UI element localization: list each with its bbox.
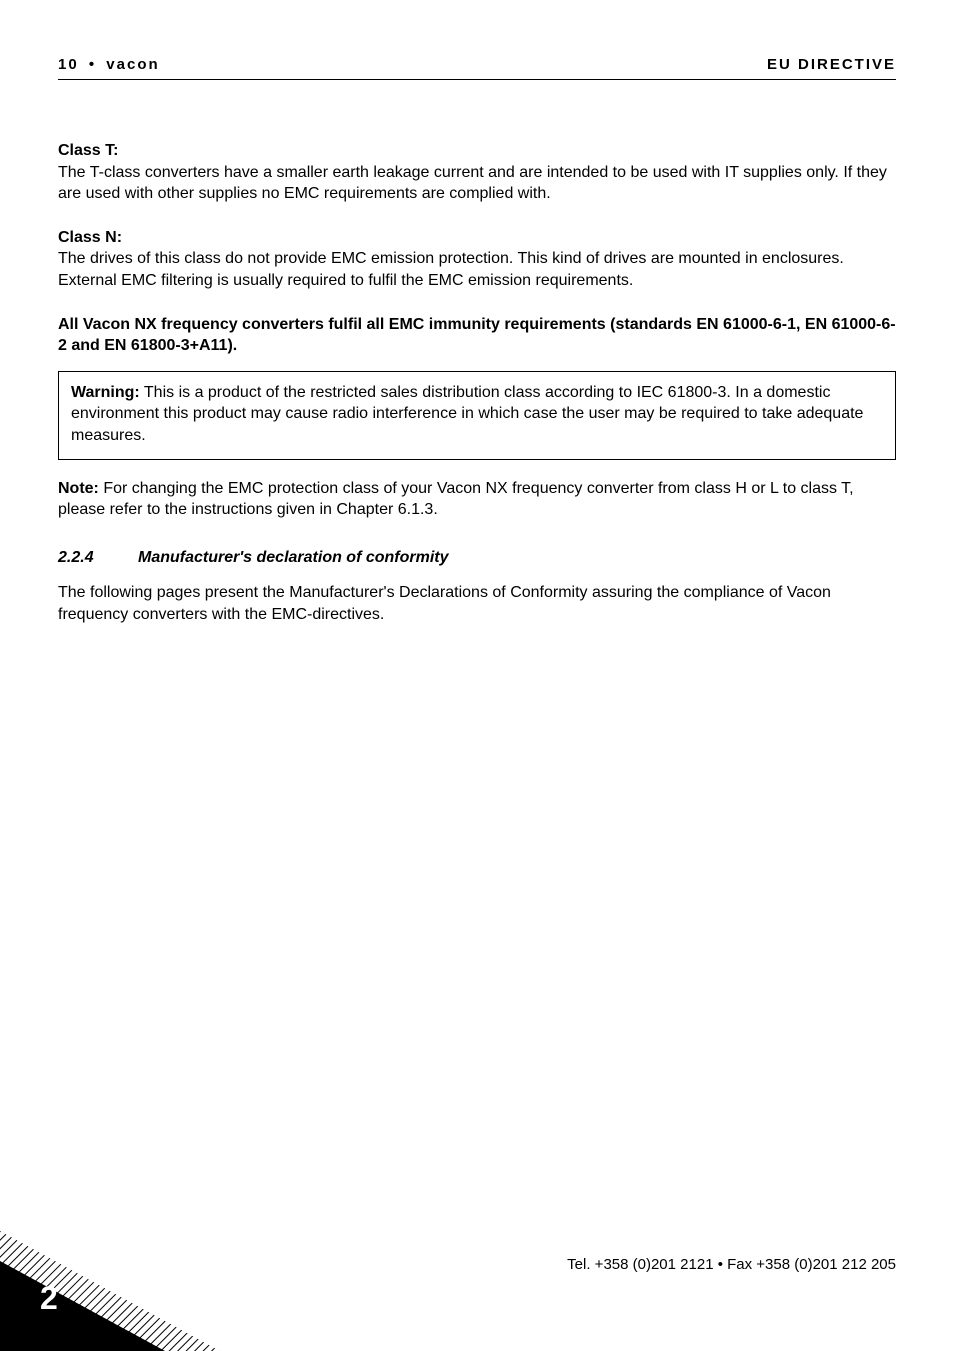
section-title: Manufacturer's declaration of conformity [138,547,449,569]
note-block: Note: For changing the EMC protection cl… [58,478,896,521]
class-n-text: The drives of this class do not provide … [58,248,896,291]
note-label: Note: [58,480,99,497]
header-left: 10 • vacon [58,56,160,73]
warning-label: Warning: [71,384,140,401]
footer-contact: Tel. +358 (0)201 2121 • Fax +358 (0)201 … [567,1256,896,1273]
section-number: 2.2.4 [58,547,138,569]
page: 10 • vacon EU DIRECTIVE Class T: The T-c… [0,0,954,1351]
header-section-title: EU DIRECTIVE [767,56,896,73]
bullet-icon: • [89,56,96,73]
warning-box: Warning: This is a product of the restri… [58,371,896,460]
header-page-ref: 10 [58,56,79,73]
page-number: 2 [40,1280,58,1317]
section-text: The following pages present the Manufact… [58,582,896,625]
header-brand: vacon [106,56,159,73]
corner-decoration-icon [0,1231,220,1351]
class-t-heading: Class T: [58,140,896,162]
class-n-heading: Class N: [58,227,896,249]
section-heading: 2.2.4 Manufacturer's declaration of conf… [58,547,896,569]
note-text: For changing the EMC protection class of… [58,480,854,519]
warning-text: This is a product of the restricted sale… [71,384,863,444]
page-header: 10 • vacon EU DIRECTIVE [58,56,896,80]
emc-statement: All Vacon NX frequency converters fulfil… [58,314,896,357]
page-footer: Tel. +358 (0)201 2121 • Fax +358 (0)201 … [0,1221,954,1351]
class-t-block: Class T: The T-class converters have a s… [58,140,896,205]
body-content: Class T: The T-class converters have a s… [58,80,896,626]
class-t-text: The T-class converters have a smaller ea… [58,162,896,205]
class-n-block: Class N: The drives of this class do not… [58,227,896,292]
